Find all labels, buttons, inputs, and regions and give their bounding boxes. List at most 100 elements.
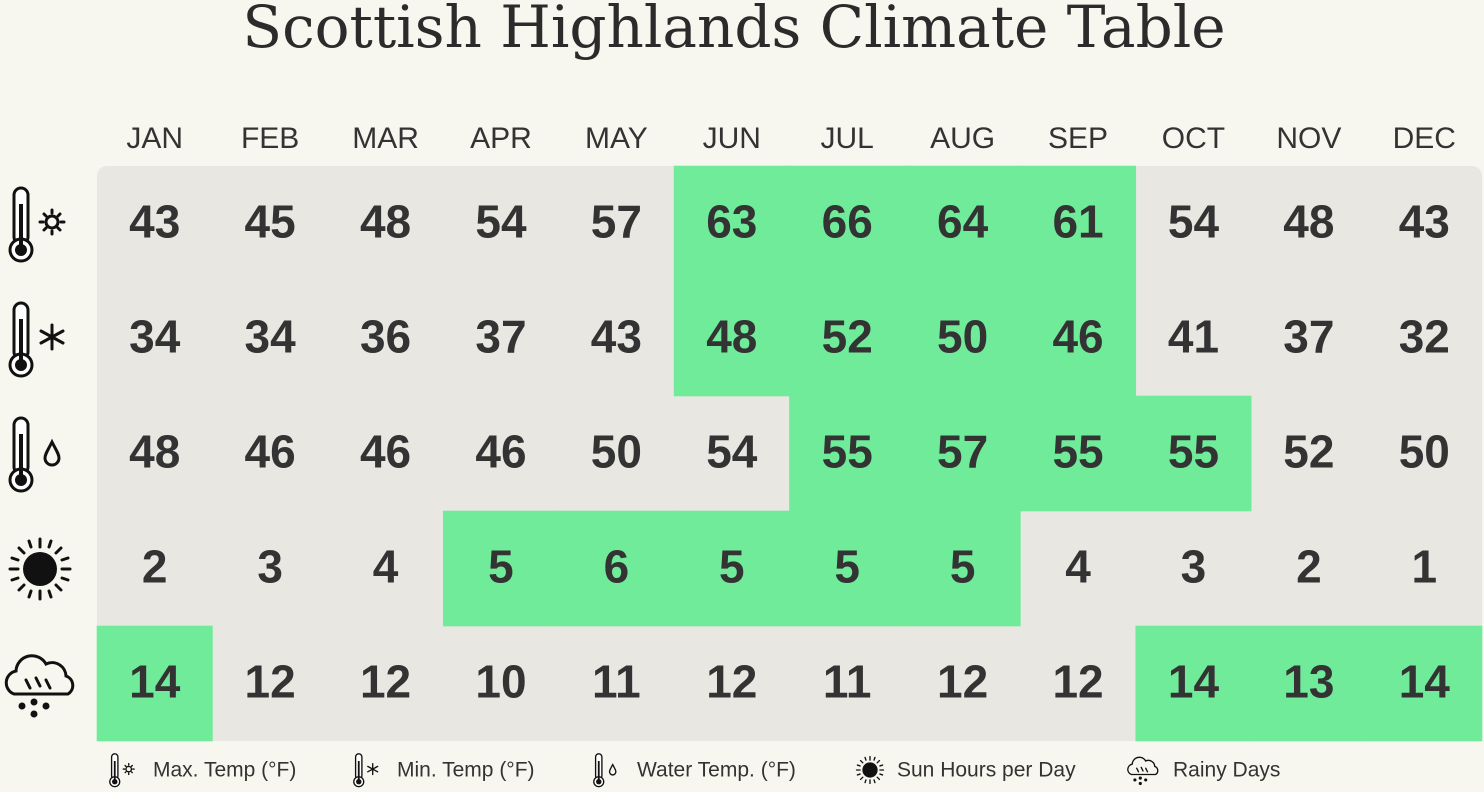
cell-value: 3 (1181, 541, 1207, 593)
cell-value: 43 (129, 196, 180, 248)
legend-label: Max. Temp (°F) (153, 759, 296, 782)
month-header: NOV (1276, 122, 1341, 155)
cell-value: 11 (592, 656, 641, 708)
highlight-cell (1135, 395, 1252, 512)
month-header: DEC (1393, 122, 1456, 155)
cell-value: 46 (245, 426, 296, 478)
cell-value: 55 (1052, 426, 1103, 478)
cell-value: 13 (1283, 656, 1334, 708)
highlight-cell (789, 280, 906, 397)
cell-value: 34 (129, 311, 181, 363)
legend-label: Water Temp. (°F) (637, 759, 796, 782)
cell-value: 14 (129, 656, 181, 708)
cell-value: 50 (591, 426, 642, 478)
cell-value: 36 (360, 311, 411, 363)
cell-value: 1 (1411, 541, 1437, 593)
cell-value: 43 (591, 311, 642, 363)
cell-value: 61 (1052, 196, 1103, 248)
cell-value: 57 (591, 196, 642, 248)
cell-value: 37 (475, 311, 526, 363)
month-header: APR (470, 122, 532, 155)
month-header: JAN (126, 122, 183, 155)
cell-value: 55 (822, 426, 873, 478)
month-header: JUN (703, 122, 761, 155)
month-header: AUG (930, 122, 995, 155)
cell-value: 64 (937, 196, 989, 248)
highlight-cell (789, 510, 906, 627)
row-icon (10, 303, 63, 376)
cell-value: 4 (1065, 541, 1091, 593)
cell-value: 54 (475, 196, 527, 248)
row-icon (10, 418, 59, 491)
cell-value: 45 (245, 196, 296, 248)
highlight-cell (1135, 625, 1252, 742)
cell-value: 52 (822, 311, 873, 363)
legend-label: Min. Temp (°F) (397, 759, 535, 782)
cell-value: 6 (604, 541, 630, 593)
month-header: FEB (241, 122, 299, 155)
cell-value: 3 (257, 541, 283, 593)
legend-icon (594, 754, 616, 787)
cell-value: 66 (822, 196, 873, 248)
cell-value: 32 (1399, 311, 1450, 363)
cell-value: 57 (937, 426, 988, 478)
cell-value: 5 (719, 541, 745, 593)
cell-value: 12 (1052, 656, 1103, 708)
highlight-cell (673, 510, 790, 627)
cell-value: 2 (142, 541, 168, 593)
cell-value: 50 (1399, 426, 1450, 478)
cell-value: 55 (1168, 426, 1219, 478)
legend-label: Rainy Days (1173, 759, 1280, 782)
cell-value: 14 (1168, 656, 1220, 708)
month-header: MAR (352, 122, 419, 155)
cell-value: 63 (706, 196, 757, 248)
cell-value: 48 (129, 426, 180, 478)
legend-icon (855, 755, 885, 785)
cell-value: 12 (360, 656, 411, 708)
highlight-cell (904, 165, 1021, 282)
highlight-cell (789, 165, 906, 282)
legend-icon (1127, 756, 1159, 786)
month-header: OCT (1162, 122, 1225, 155)
cell-value: 34 (245, 311, 297, 363)
cell-value: 37 (1283, 311, 1334, 363)
cell-value: 46 (475, 426, 526, 478)
cell-value: 12 (245, 656, 296, 708)
highlight-cell (904, 280, 1021, 397)
cell-value: 5 (950, 541, 976, 593)
month-header: SEP (1048, 122, 1108, 155)
highlight-cell (673, 165, 790, 282)
cell-value: 48 (1283, 196, 1334, 248)
cell-value: 43 (1399, 196, 1450, 248)
cell-value: 5 (488, 541, 514, 593)
row-icon (4, 654, 75, 719)
highlight-cell (558, 510, 675, 627)
highlight-cell (904, 395, 1021, 512)
cell-value: 54 (706, 426, 758, 478)
cell-value: 10 (475, 656, 526, 708)
highlight-cell (1020, 280, 1137, 397)
highlight-cell (904, 510, 1021, 627)
cell-value: 46 (360, 426, 411, 478)
row-icon (8, 537, 72, 601)
row-icon (10, 188, 64, 261)
cell-value: 54 (1168, 196, 1220, 248)
cell-value: 11 (823, 656, 872, 708)
highlight-cell (1366, 625, 1483, 742)
highlight-cell (1020, 395, 1137, 512)
legend-label: Sun Hours per Day (897, 759, 1076, 782)
highlight-cell (1250, 625, 1367, 742)
cell-value: 2 (1296, 541, 1322, 593)
highlight-cell (789, 395, 906, 512)
cell-value: 52 (1283, 426, 1334, 478)
highlight-cell (442, 510, 559, 627)
cell-value: 46 (1052, 311, 1103, 363)
cell-value: 48 (360, 196, 411, 248)
cell-value: 48 (706, 311, 757, 363)
highlight-cell (1020, 165, 1137, 282)
highlight-cell (96, 625, 213, 742)
cell-value: 12 (937, 656, 988, 708)
cell-value: 50 (937, 311, 988, 363)
cell-value: 14 (1399, 656, 1451, 708)
